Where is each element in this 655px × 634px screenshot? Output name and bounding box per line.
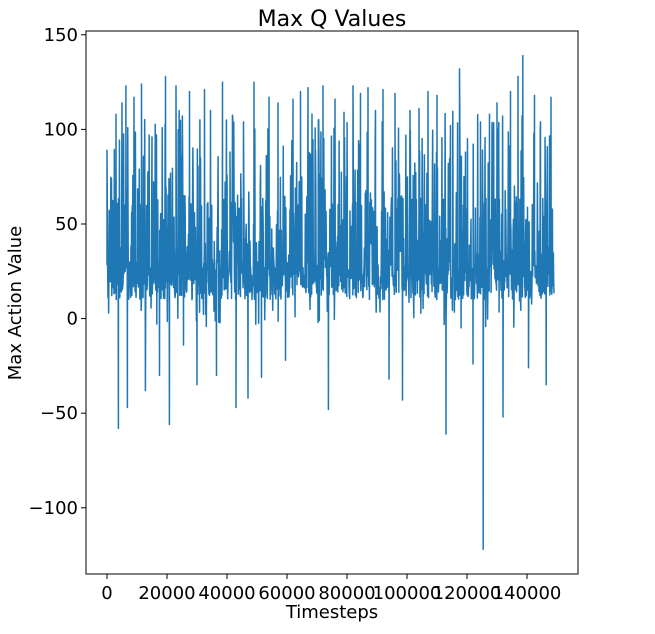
x-tick-label: 120000 [433, 583, 502, 604]
y-tick-label: 50 [55, 214, 78, 235]
x-tick-label: 140000 [493, 583, 562, 604]
x-tick-label: 40000 [198, 583, 255, 604]
chart-title: Max Q Values [258, 7, 407, 32]
x-tick-label: 20000 [138, 583, 195, 604]
y-axis: −100 −50 0 50 100 150 [29, 25, 86, 519]
series-line [106, 54, 555, 551]
x-tick-label: 100000 [373, 583, 442, 604]
y-axis-label: Max Action Value [5, 226, 26, 380]
plot-area [85, 30, 579, 575]
y-tick-label: 100 [44, 119, 78, 140]
x-axis-label: Timesteps [285, 602, 378, 623]
y-tick-label: 150 [44, 25, 78, 46]
y-tick-label: −100 [29, 498, 78, 519]
x-tick-label: 60000 [258, 583, 315, 604]
x-tick-label: 80000 [318, 583, 375, 604]
x-tick-label: 0 [101, 583, 112, 604]
y-tick-label: 0 [67, 309, 78, 330]
y-tick-label: −50 [40, 403, 78, 424]
